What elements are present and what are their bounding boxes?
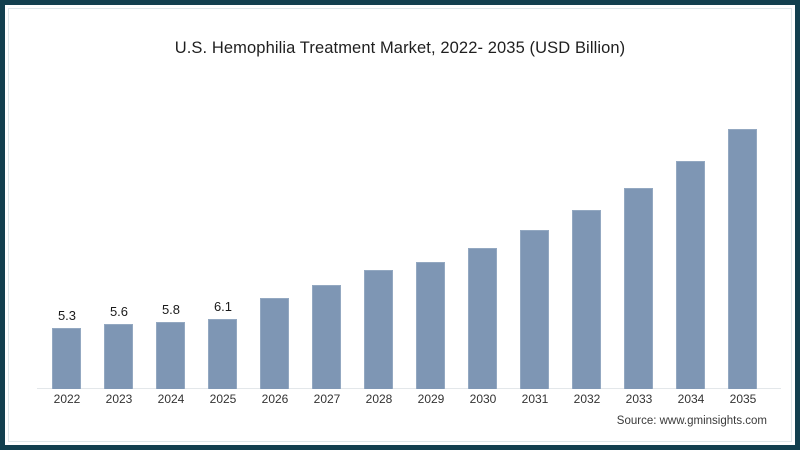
bar-2022[interactable] xyxy=(52,328,81,389)
bar-2032[interactable] xyxy=(572,210,601,389)
x-tick-label-2031: 2031 xyxy=(521,392,549,406)
bar-slot: 6.1 xyxy=(197,89,249,389)
bar-slot xyxy=(353,89,405,389)
bar-slot xyxy=(301,89,353,389)
source-attribution: Source: www.gminsights.com xyxy=(616,415,767,427)
bar-slot xyxy=(509,89,561,389)
bar-2030[interactable] xyxy=(468,248,497,389)
x-tick-label-2024: 2024 xyxy=(157,392,185,406)
bar-value-label-2022: 5.3 xyxy=(57,308,77,323)
bar-slot: 5.8 xyxy=(145,89,197,389)
bar-value-label-2024: 5.8 xyxy=(161,302,181,317)
bar-slot xyxy=(249,89,301,389)
x-tick-label-2023: 2023 xyxy=(105,392,133,406)
bar-value-label-2025: 6.1 xyxy=(213,299,233,314)
bar-slot xyxy=(665,89,717,389)
bar-2027[interactable] xyxy=(312,285,341,389)
x-tick-label-2026: 2026 xyxy=(261,392,289,406)
bar-2029[interactable] xyxy=(416,262,445,389)
bar-2025[interactable] xyxy=(208,319,237,389)
bar-2024[interactable] xyxy=(156,322,185,389)
x-tick-label-2022: 2022 xyxy=(53,392,81,406)
x-axis-tick-labels: 2022 2023 2024 2025 2026 2027 2028 2029 2030 2031… xyxy=(37,392,781,414)
page-title: U.S. Hemophilia Treatment Market, 2022- … xyxy=(174,39,626,57)
plot-area: 5.3 5.6 5.8 6.1 xyxy=(37,89,781,389)
x-tick-label-2033: 2033 xyxy=(625,392,653,406)
bar-2035[interactable] xyxy=(728,129,757,389)
bar-2031[interactable] xyxy=(520,230,549,389)
bar-slot xyxy=(561,89,613,389)
bar-2028[interactable] xyxy=(364,270,393,389)
bar-slot xyxy=(717,89,769,389)
x-tick-label-2035: 2035 xyxy=(729,392,757,406)
bar-slot xyxy=(405,89,457,389)
bar-2033[interactable] xyxy=(624,188,653,389)
chart-inner-frame: U.S. Hemophilia Treatment Market, 2022- … xyxy=(8,8,792,442)
bar-2034[interactable] xyxy=(676,161,705,389)
axis-baseline xyxy=(37,388,781,389)
bar-slot: 5.3 xyxy=(41,89,93,389)
bar-2023[interactable] xyxy=(104,324,133,389)
bar-2026[interactable] xyxy=(260,298,289,389)
x-tick-label-2028: 2028 xyxy=(365,392,393,406)
bar-slot xyxy=(613,89,665,389)
bar-slot xyxy=(457,89,509,389)
x-tick-label-2032: 2032 xyxy=(573,392,601,406)
x-tick-label-2034: 2034 xyxy=(677,392,705,406)
bar-slot: 5.6 xyxy=(93,89,145,389)
bar-value-label-2023: 5.6 xyxy=(109,304,129,319)
x-tick-label-2030: 2030 xyxy=(469,392,497,406)
x-tick-label-2027: 2027 xyxy=(313,392,341,406)
x-tick-label-2029: 2029 xyxy=(417,392,445,406)
x-tick-label-2025: 2025 xyxy=(209,392,237,406)
